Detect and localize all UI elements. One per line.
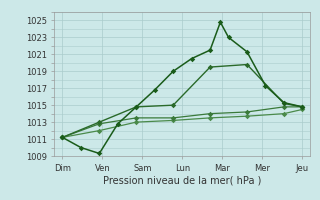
X-axis label: Pression niveau de la mer( hPa ): Pression niveau de la mer( hPa ): [103, 175, 261, 185]
